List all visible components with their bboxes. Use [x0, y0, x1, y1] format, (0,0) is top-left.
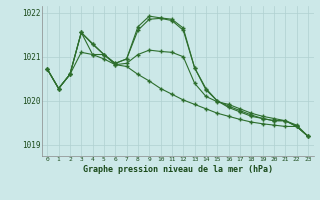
X-axis label: Graphe pression niveau de la mer (hPa): Graphe pression niveau de la mer (hPa) — [83, 165, 273, 174]
